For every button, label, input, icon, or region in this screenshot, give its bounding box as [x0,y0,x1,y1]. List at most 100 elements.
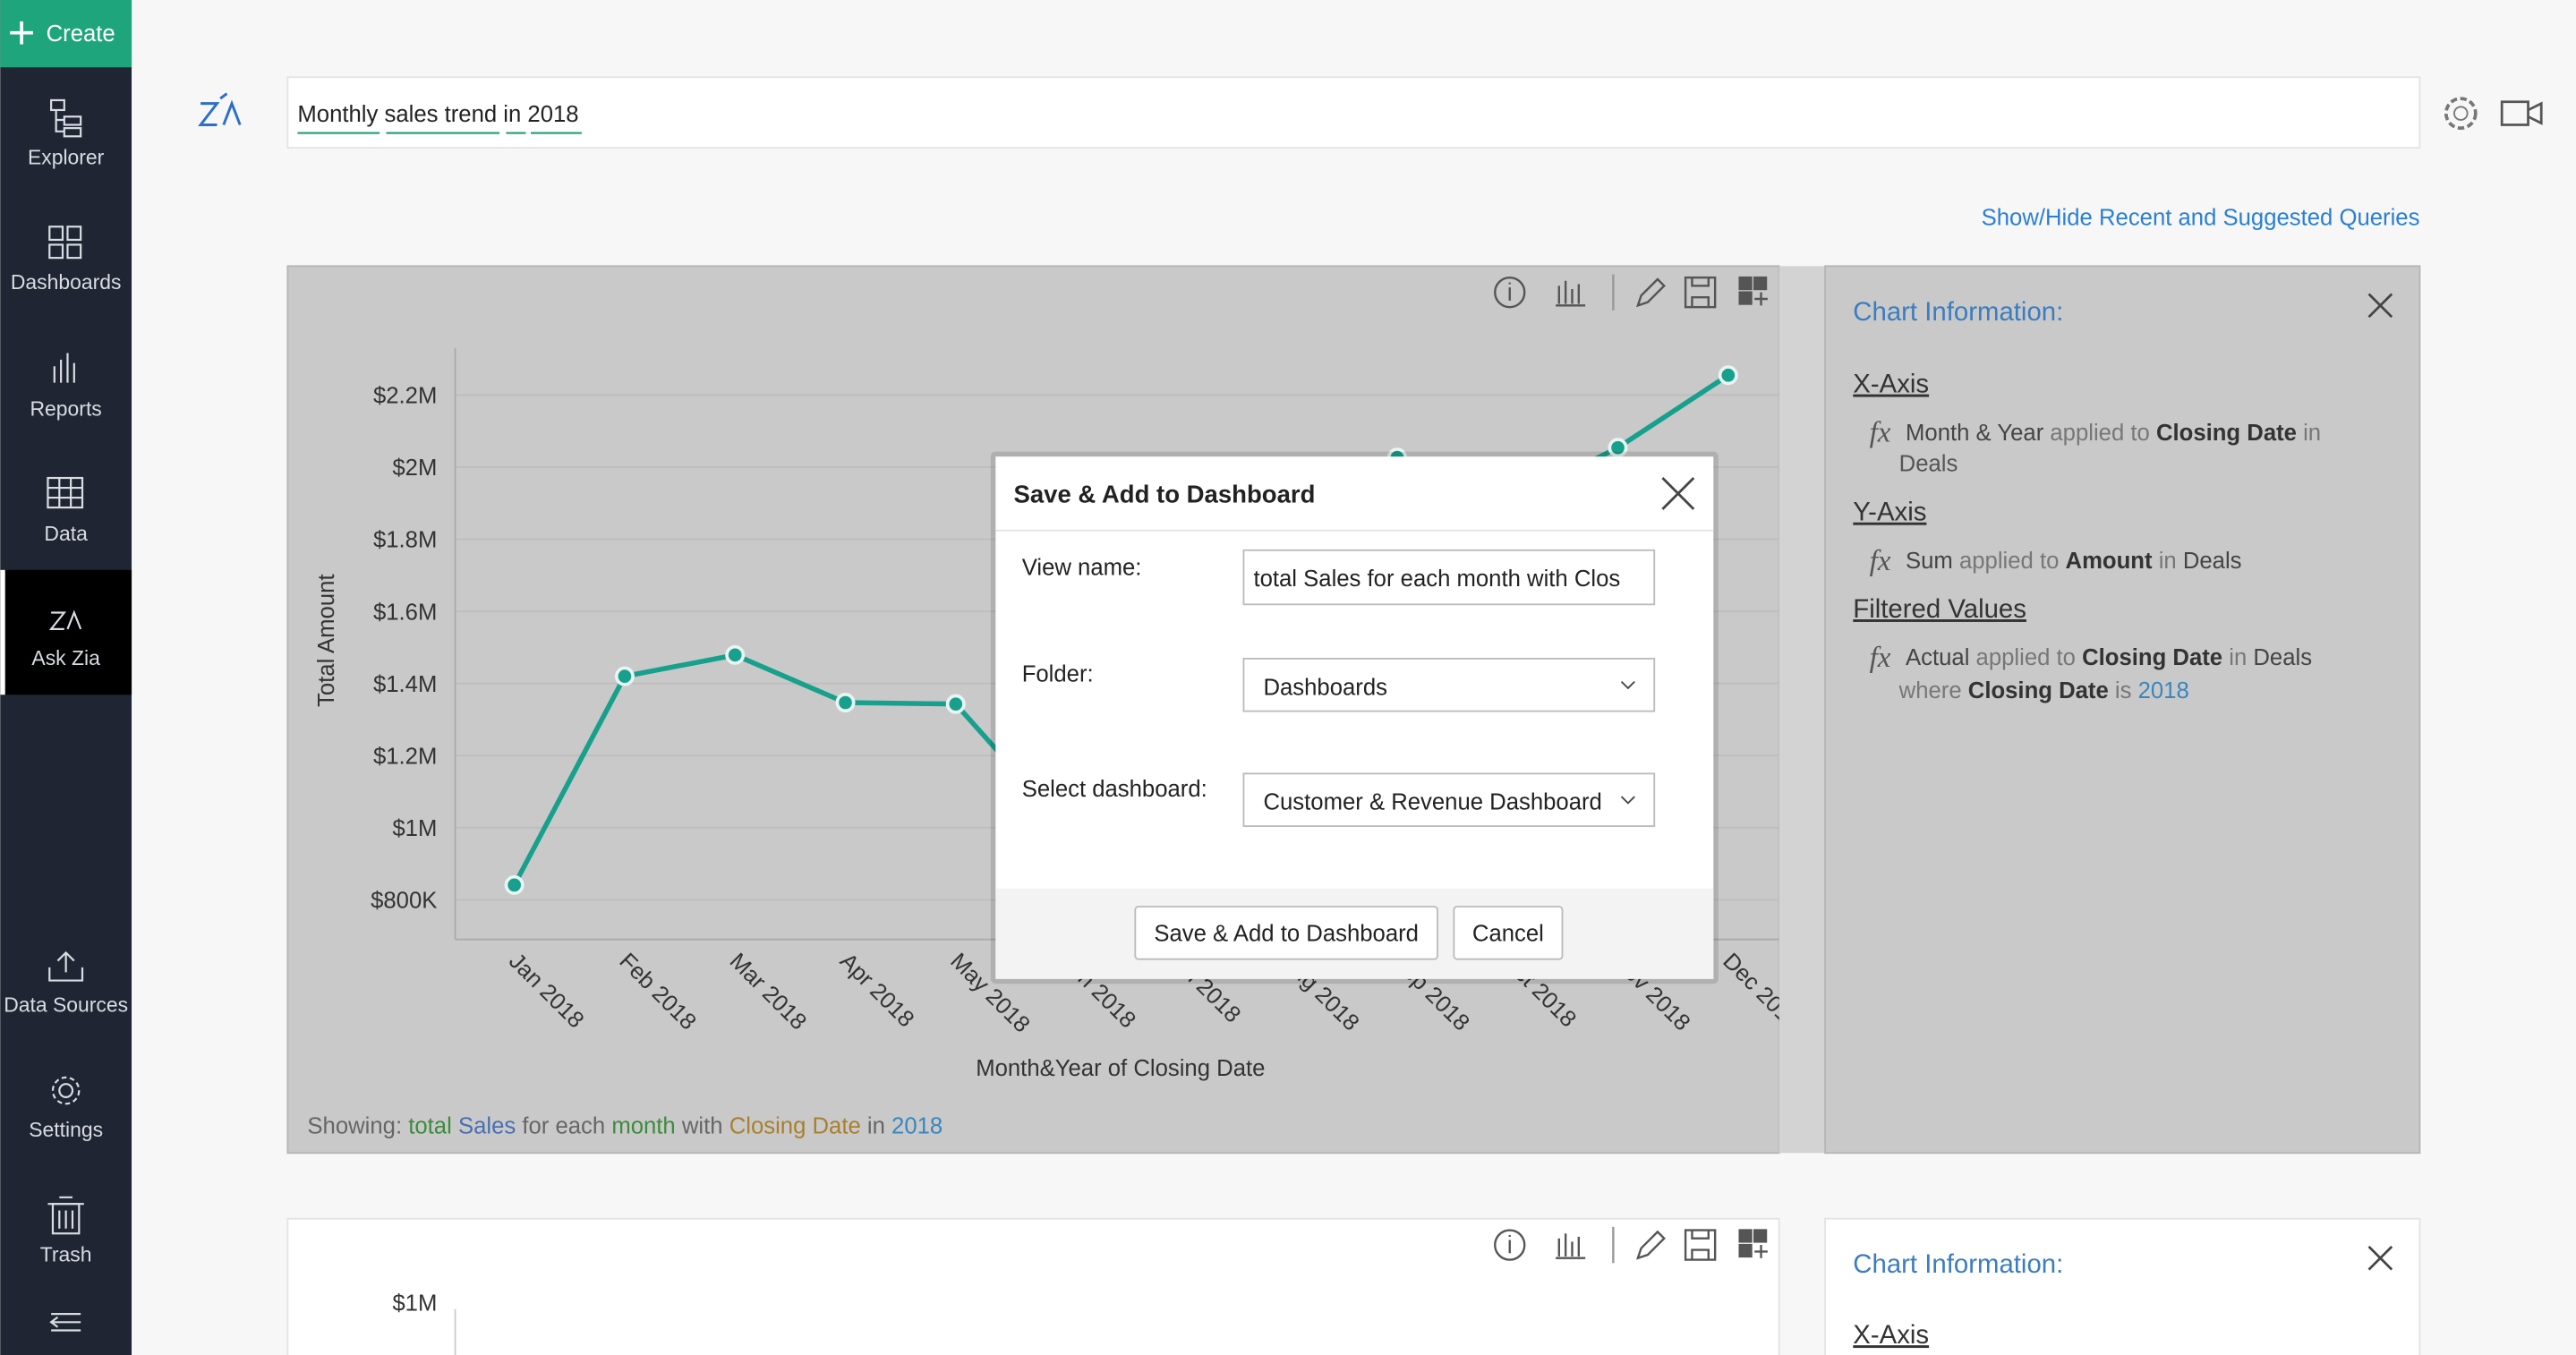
nav-data-sources[interactable]: Data Sources [4,993,128,1016]
info-panel-2 [1824,1217,2421,1355]
y-tick-label: $1.2M [373,744,437,769]
showing-term: 2018 [891,1113,943,1138]
info-term: Month & Year [1906,421,2044,446]
dashboard-value: Customer & Revenue Dashboard [1263,790,1601,815]
showing-term: with [681,1113,723,1138]
info-heading: Y-Axis [1853,498,1926,527]
folder-select[interactable] [1242,657,1656,712]
nav-dashboards[interactable]: Dashboards [11,270,122,294]
sidebar-icons [47,98,84,1332]
y-tick-label: $1M [392,816,437,841]
showing-label: Showing: [307,1113,402,1138]
point [614,666,635,686]
close-info[interactable] [2367,1245,2393,1271]
query-word: 2018 [527,102,578,127]
view-name-value: total Sales for each month with Clos [1253,567,1620,592]
save-button[interactable] [1134,906,1438,960]
plus-icon [10,21,33,45]
showing-term: total [408,1113,452,1138]
field-label: Select dashboard: [1022,777,1207,802]
chart-toolbar [1494,274,1768,311]
info-term: applied to [1953,549,2066,574]
x-axis-title: Month&Year of Closing Date [976,1056,1265,1081]
cancel-button[interactable] [1453,906,1564,960]
point [725,644,746,665]
query-text[interactable]: Monthly sales trend in 2018 [297,102,578,127]
showing-term: Closing Date [729,1113,861,1138]
info-term: Sum [1906,549,1953,574]
y-tick-label: $1.6M [373,600,437,625]
nav-reports[interactable]: Reports [30,396,102,420]
fx-icon: fx [1870,642,1891,674]
y-tick-label: $800K [371,889,437,914]
fx-icon: fx [1870,417,1891,449]
info-line: Month & Year applied to Closing Date in [1906,421,2321,446]
settings-icon[interactable] [2444,97,2478,130]
modal-close[interactable] [1661,477,1695,510]
info-heading: X-Axis [1853,1320,1929,1350]
info-term: Actual [1906,645,1969,670]
showing-term: month [611,1113,675,1138]
zia-logo [198,92,242,126]
y-tick-label: $2M [392,456,437,481]
info-panel [1824,265,2421,1155]
info-term: applied to [1969,645,2082,670]
field-label: Folder: [1022,662,1094,687]
view-name-input[interactable] [1242,549,1656,606]
nav-trash[interactable]: Trash [40,1242,92,1266]
info-term: applied to [2043,421,2156,446]
dashboard-select[interactable] [1242,772,1656,827]
showing-sentence: Showing: total Sales for each month with… [307,1113,943,1138]
nav-settings[interactable]: Settings [29,1118,103,1141]
close-info[interactable] [2367,293,2393,319]
info-term: Deals [2253,645,2312,670]
modal-title: Save & Add to Dashboard [1014,481,1316,508]
info-line: where Closing Date is 2018 [1898,678,2189,703]
query-word: Monthly [297,102,378,127]
y-tick-label: $1M [392,1291,437,1316]
save-label: Save & Add to Dashboard [1154,922,1419,947]
info-term: is [2109,678,2138,703]
showing-term: in [867,1113,885,1138]
info-line: Actual applied to Closing Date in Deals [1906,645,2312,670]
y-tick-label: $1.8M [373,528,437,553]
info-line: Deals [1899,452,1958,477]
info-title: Chart Information: [1853,297,2063,327]
point [835,693,856,713]
query-word: sales trend [384,102,497,127]
y-axis-title: Total Amount [314,574,339,707]
info-term: 2018 [2138,678,2189,703]
dropdown-arrow [1620,796,1635,805]
nav-explorer[interactable]: Explorer [28,146,105,169]
query-word: in [503,102,521,127]
info-term: in [2222,645,2253,670]
info-heading: X-Axis [1853,370,1929,399]
folder-value: Dashboards [1263,675,1387,700]
active-indicator [0,569,5,695]
video-icon[interactable] [2500,100,2543,126]
info-heading: Filtered Values [1853,594,2026,624]
nav-ask-zia[interactable]: Ask Zia [31,646,100,669]
active-item [0,569,132,695]
point [945,694,966,714]
info-term: Closing Date [2156,421,2297,446]
dropdown-arrow [1620,680,1635,690]
query-input[interactable] [286,76,2421,149]
info-term: in [2297,421,2321,446]
recent-queries-link[interactable]: Show/Hide Recent and Suggested Queries [1982,205,2420,230]
create-label: Create [47,21,115,47]
info-term: Closing Date [1968,678,2109,703]
point [504,874,525,895]
showing-term: for each [522,1113,605,1138]
info-term: where [1898,678,1968,703]
y-tick-label: $2.2M [373,384,437,409]
chart-panel-2 [286,1217,1780,1355]
info-line: Sum applied to Amount in Deals [1906,549,2242,574]
point [1718,365,1738,386]
field-label: View name: [1022,555,1142,580]
cancel-label: Cancel [1472,922,1544,947]
y-tick-label: $1.4M [373,672,437,697]
fx-icon: fx [1870,545,1891,577]
nav-data[interactable]: Data [44,522,88,545]
